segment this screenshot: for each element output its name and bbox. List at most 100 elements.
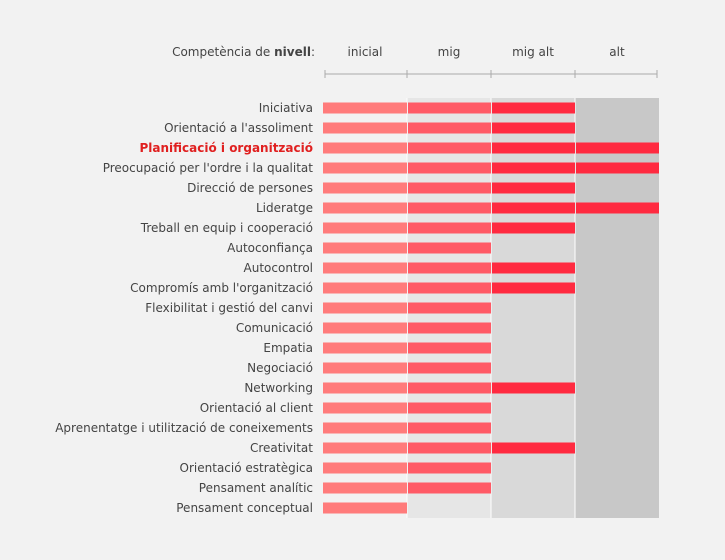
bar	[323, 142, 659, 154]
bar-segment	[408, 142, 491, 154]
bar-segment	[323, 142, 407, 154]
bar-segment	[323, 202, 407, 214]
bar-segment	[492, 102, 575, 114]
bar	[323, 222, 575, 234]
level-label: mig	[438, 45, 461, 59]
bar-segment	[492, 142, 575, 154]
bars	[323, 102, 659, 514]
bar	[323, 382, 575, 394]
header-label: Competència de nivell:	[172, 45, 315, 59]
bar-segment	[492, 382, 575, 394]
level-band-2	[491, 98, 575, 518]
category-label: Autoconfiança	[227, 241, 313, 255]
bar-segment	[408, 422, 491, 434]
bar	[323, 502, 407, 514]
bar-segment	[492, 122, 575, 134]
category-label: Iniciativa	[259, 101, 313, 115]
chart-header: Competència de nivell:	[172, 45, 315, 59]
bar-segment	[492, 182, 575, 194]
bar	[323, 262, 575, 274]
category-label: Orientació estratègica	[180, 461, 313, 475]
bar-segment	[323, 102, 407, 114]
bar-segment	[408, 102, 491, 114]
bar-segment	[408, 482, 491, 494]
bar-segment	[323, 122, 407, 134]
bar-segment	[576, 202, 659, 214]
level-label: mig alt	[512, 45, 554, 59]
bar-segment	[576, 142, 659, 154]
bar-segment	[323, 422, 407, 434]
bar-segment	[408, 282, 491, 294]
category-label: Negociació	[247, 361, 313, 375]
bar-segment	[408, 402, 491, 414]
category-label: Autocontrol	[244, 261, 313, 275]
bar-segment	[492, 162, 575, 174]
bar-segment	[323, 502, 407, 514]
bar-segment	[408, 242, 491, 254]
bar	[323, 242, 491, 254]
bar-segment	[323, 302, 407, 314]
bar-segment	[492, 222, 575, 234]
bar-segment	[323, 462, 407, 474]
level-band-3	[575, 98, 659, 518]
category-label: Compromís amb l'organització	[130, 281, 313, 295]
bar	[323, 302, 491, 314]
bar	[323, 442, 575, 454]
level-label: inicial	[348, 45, 383, 59]
category-label: Flexibilitat i gestió del canvi	[145, 301, 313, 315]
header-suffix: :	[311, 45, 315, 59]
bar-segment	[408, 302, 491, 314]
bar	[323, 122, 575, 134]
bar-segment	[408, 122, 491, 134]
category-label: Aprenentatge i utilització de coneixemen…	[55, 421, 313, 435]
category-label: Preocupació per l'ordre i la qualitat	[103, 161, 314, 175]
category-label: Lideratge	[256, 201, 313, 215]
bar-segment	[323, 242, 407, 254]
bar	[323, 202, 659, 214]
category-label: Pensament analític	[199, 481, 313, 495]
bar-segment	[323, 282, 407, 294]
bar	[323, 282, 575, 294]
bar-segment	[492, 442, 575, 454]
bar	[323, 362, 491, 374]
category-label: Creativitat	[250, 441, 313, 455]
bar-segment	[492, 262, 575, 274]
category-label: Pensament conceptual	[176, 501, 313, 515]
bar	[323, 462, 491, 474]
bar-segment	[323, 482, 407, 494]
category-label: Empatia	[263, 341, 313, 355]
bar-segment	[408, 342, 491, 354]
bar-segment	[323, 402, 407, 414]
category-label: Comunicació	[236, 321, 313, 335]
bar	[323, 482, 491, 494]
bar	[323, 422, 491, 434]
bar-segment	[408, 462, 491, 474]
bar	[323, 342, 491, 354]
bar	[323, 322, 491, 334]
bar-segment	[492, 282, 575, 294]
bar-segment	[408, 442, 491, 454]
category-label: Networking	[244, 381, 313, 395]
bar-segment	[323, 342, 407, 354]
bar-segment	[408, 202, 491, 214]
bar-segment	[323, 362, 407, 374]
bar	[323, 102, 575, 114]
bar-segment	[323, 262, 407, 274]
bar-segment	[408, 262, 491, 274]
category-label: Planificació i organització	[139, 141, 313, 155]
bar-segment	[492, 202, 575, 214]
bar-segment	[323, 162, 407, 174]
category-label: Treball en equip i cooperació	[140, 221, 313, 235]
bar-segment	[323, 222, 407, 234]
category-label: Direcció de persones	[187, 181, 313, 195]
bar-segment	[408, 182, 491, 194]
category-labels: Iniciativa Orientació a l'assoliment Plani…	[55, 101, 313, 515]
bar-segment	[408, 222, 491, 234]
bar-segment	[408, 322, 491, 334]
header-prefix: Competència de	[172, 45, 274, 59]
bar-segment	[408, 382, 491, 394]
bar-segment	[408, 362, 491, 374]
category-label: Orientació a l'assoliment	[164, 121, 313, 135]
bar-segment	[576, 162, 659, 174]
